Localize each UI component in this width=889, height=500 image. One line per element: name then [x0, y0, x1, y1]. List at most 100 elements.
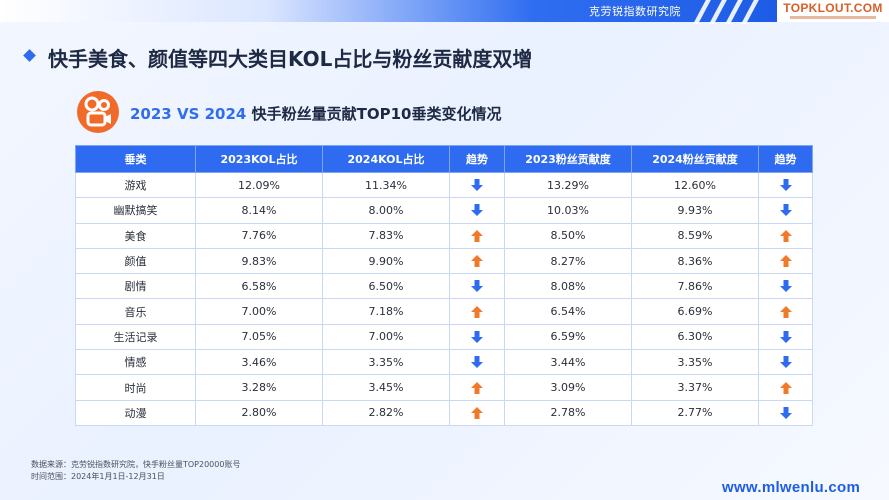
cell-category: 生活记录	[75, 323, 196, 351]
cell-fan-2024: 8.36%	[631, 247, 759, 275]
header-kol-2024: 2024KOL占比	[322, 145, 450, 173]
decor-slash	[693, 0, 712, 24]
cell-category: 动漫	[75, 399, 196, 426]
fan-trend-cell	[758, 197, 813, 224]
arrow-down-icon	[779, 330, 792, 343]
table-row: 美食 7.76% 7.83% 8.50% 8.59%	[75, 222, 813, 249]
arrow-up-icon	[471, 381, 483, 394]
top-banner: 克劳锐指数研究院 TOPKLOUT.COM	[0, 0, 889, 24]
table-row: 生活记录 7.05% 7.00% 6.59% 6.30%	[75, 323, 813, 351]
watermark: www.mlwenlu.com	[722, 479, 861, 496]
cell-fan-2023: 3.09%	[504, 374, 632, 401]
header-kol-2023: 2023KOL占比	[195, 145, 323, 173]
fan-trend-cell	[758, 273, 813, 300]
kol-trend-cell	[449, 298, 505, 325]
brand-name: TOPKLOUT.COM	[783, 1, 883, 15]
cell-category: 美食	[75, 222, 196, 249]
kuaishou-logo-icon	[77, 91, 119, 133]
cell-kol-2024: 9.90%	[322, 247, 450, 275]
kol-trend-cell	[449, 273, 505, 300]
section-subtitle: 2023 VS 2024 快手粉丝量贡献TOP10垂类变化情况	[130, 103, 501, 124]
data-source-note: 数据来源：克劳锐指数研究院，快手粉丝量TOP20000账号	[31, 460, 241, 469]
fan-trend-cell	[758, 222, 813, 249]
cell-category: 幽默搞笑	[75, 197, 196, 224]
cell-kol-2023: 7.76%	[195, 222, 323, 249]
header-fan-2023: 2023粉丝贡献度	[504, 145, 632, 173]
cell-category: 音乐	[75, 298, 196, 325]
table-header-row: 垂类 2023KOL占比 2024KOL占比 趋势 2023粉丝贡献度 2024…	[75, 145, 813, 173]
cell-kol-2024: 8.00%	[322, 197, 450, 224]
arrow-up-icon	[779, 255, 792, 268]
cell-fan-2024: 8.59%	[631, 222, 759, 249]
kol-trend-cell	[449, 374, 505, 401]
kol-trend-cell	[449, 247, 505, 275]
cell-category: 时尚	[75, 374, 196, 401]
fan-trend-cell	[758, 323, 813, 351]
decor-slash	[741, 0, 760, 24]
cell-fan-2024: 6.69%	[631, 298, 759, 325]
arrow-up-icon	[471, 229, 483, 242]
fan-trend-cell	[758, 298, 813, 325]
cell-fan-2024: 12.60%	[631, 171, 759, 199]
table-row: 剧情 6.58% 6.50% 8.08% 7.86%	[75, 273, 813, 300]
cell-fan-2023: 10.03%	[504, 197, 632, 224]
kol-trend-cell	[449, 197, 505, 224]
cell-category: 剧情	[75, 273, 196, 300]
fan-trend-cell	[758, 399, 813, 426]
brand-logo: TOPKLOUT.COM	[777, 0, 889, 22]
cell-fan-2023: 6.54%	[504, 298, 632, 325]
cell-kol-2024: 7.18%	[322, 298, 450, 325]
decor-slash	[725, 0, 744, 24]
cell-kol-2024: 11.34%	[322, 171, 450, 199]
cell-fan-2024: 3.37%	[631, 374, 759, 401]
time-range-note: 时间范围：2024年1月1日-12月31日	[31, 472, 165, 481]
cell-kol-2023: 8.14%	[195, 197, 323, 224]
cell-kol-2023: 2.80%	[195, 399, 323, 426]
fan-trend-cell	[758, 247, 813, 275]
header-category: 垂类	[75, 145, 196, 173]
cell-kol-2023: 7.00%	[195, 298, 323, 325]
arrow-down-icon	[471, 179, 483, 192]
arrow-down-icon	[779, 204, 792, 217]
header-fan-2024: 2024粉丝贡献度	[631, 145, 759, 173]
arrow-up-icon	[779, 305, 792, 318]
cell-fan-2024: 3.35%	[631, 349, 759, 376]
header-kol-trend: 趋势	[449, 145, 505, 173]
arrow-up-icon	[471, 255, 483, 268]
arrow-down-icon	[779, 280, 792, 293]
kol-trend-cell	[449, 349, 505, 376]
table-body: 游戏 12.09% 11.34% 13.29% 12.60% 幽默搞笑 8.14% 8.00%…	[75, 171, 813, 426]
cell-category: 情感	[75, 349, 196, 376]
org-name: 克劳锐指数研究院	[589, 5, 681, 18]
table-row: 音乐 7.00% 7.18% 6.54% 6.69%	[75, 298, 813, 325]
cell-fan-2023: 8.08%	[504, 273, 632, 300]
cell-kol-2024: 3.35%	[322, 349, 450, 376]
cell-kol-2024: 2.82%	[322, 399, 450, 426]
arrow-down-icon	[779, 179, 792, 192]
fan-trend-cell	[758, 349, 813, 376]
title-bullet-icon	[23, 49, 36, 62]
arrow-down-icon	[471, 204, 483, 217]
arrow-down-icon	[471, 356, 483, 369]
arrow-up-icon	[779, 381, 792, 394]
cell-fan-2023: 6.59%	[504, 323, 632, 351]
page-title: 快手美食、颜值等四大类目KOL占比与粉丝贡献度双增	[48, 47, 533, 71]
kol-trend-cell	[449, 323, 505, 351]
cell-kol-2024: 6.50%	[322, 273, 450, 300]
cell-category: 游戏	[75, 171, 196, 199]
arrow-up-icon	[779, 229, 792, 242]
cell-kol-2023: 3.46%	[195, 349, 323, 376]
cell-kol-2023: 3.28%	[195, 374, 323, 401]
arrow-up-icon	[471, 406, 483, 419]
cell-kol-2024: 7.83%	[322, 222, 450, 249]
table-row: 情感 3.46% 3.35% 3.44% 3.35%	[75, 349, 813, 376]
table-row: 幽默搞笑 8.14% 8.00% 10.03% 9.93%	[75, 197, 813, 224]
cell-fan-2023: 13.29%	[504, 171, 632, 199]
subtitle-years: 2023 VS 2024	[130, 105, 247, 123]
cell-fan-2023: 3.44%	[504, 349, 632, 376]
header-fan-trend: 趋势	[758, 145, 813, 173]
brand-subline	[790, 16, 876, 19]
arrow-down-icon	[471, 330, 483, 343]
fan-trend-cell	[758, 374, 813, 401]
cell-kol-2024: 3.45%	[322, 374, 450, 401]
